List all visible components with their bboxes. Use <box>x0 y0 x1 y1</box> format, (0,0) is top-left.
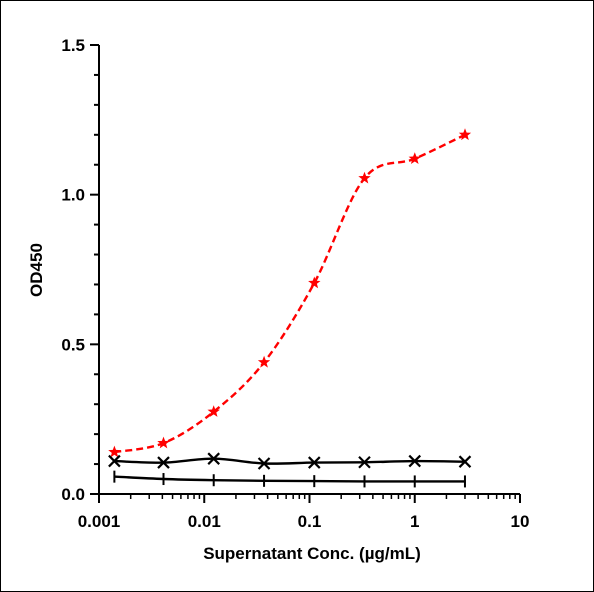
x-tick-label: 10 <box>511 512 530 531</box>
series-2-line <box>114 475 465 483</box>
x-mark-stroke <box>307 456 321 469</box>
x-mark-stroke <box>108 454 121 468</box>
series-1-line <box>114 457 466 465</box>
data-point-x <box>408 454 422 468</box>
y-tick-label: 0.5 <box>61 335 85 354</box>
data-point-star <box>108 445 121 458</box>
data-point-star <box>257 355 271 368</box>
data-point-star <box>358 171 371 184</box>
data-point-star <box>408 152 421 164</box>
y-tick-label: 1.0 <box>61 186 85 205</box>
data-point-star <box>458 128 472 141</box>
x-mark-stroke <box>458 455 472 468</box>
y-tick-label: 0.0 <box>61 485 85 504</box>
data-point-x <box>458 455 472 468</box>
x-mark-stroke <box>408 454 422 468</box>
x-tick-label: 0.1 <box>298 512 322 531</box>
x-tick-label: 0.01 <box>188 512 221 531</box>
data-point-star <box>157 436 170 449</box>
data-point-x <box>108 454 121 468</box>
data-point-star <box>207 405 220 417</box>
axes: 0.0 0.5 1.0 1.5 0.001 0.01 0.1 1 10 <box>61 36 529 531</box>
data-point-x <box>157 456 170 469</box>
marks <box>108 128 472 488</box>
data-point-x <box>358 455 371 469</box>
x-mark-stroke <box>257 457 271 470</box>
x-mark-stroke <box>358 455 371 469</box>
data-point-x <box>257 457 271 470</box>
x-tick-label: 0.001 <box>78 512 121 531</box>
x-mark-stroke <box>207 452 220 465</box>
y-axis-title: OD450 <box>27 243 46 297</box>
x-mark-stroke <box>157 456 170 469</box>
x-tick-label: 1 <box>410 512 419 531</box>
y-tick-label: 1.5 <box>61 36 85 55</box>
data-point-x <box>207 452 220 465</box>
data-point-x <box>307 456 321 469</box>
series-0-fit-line <box>114 133 466 454</box>
x-axis-title: Supernatant Conc. (µg/mL) <box>203 544 421 563</box>
data-point-star <box>308 276 321 289</box>
